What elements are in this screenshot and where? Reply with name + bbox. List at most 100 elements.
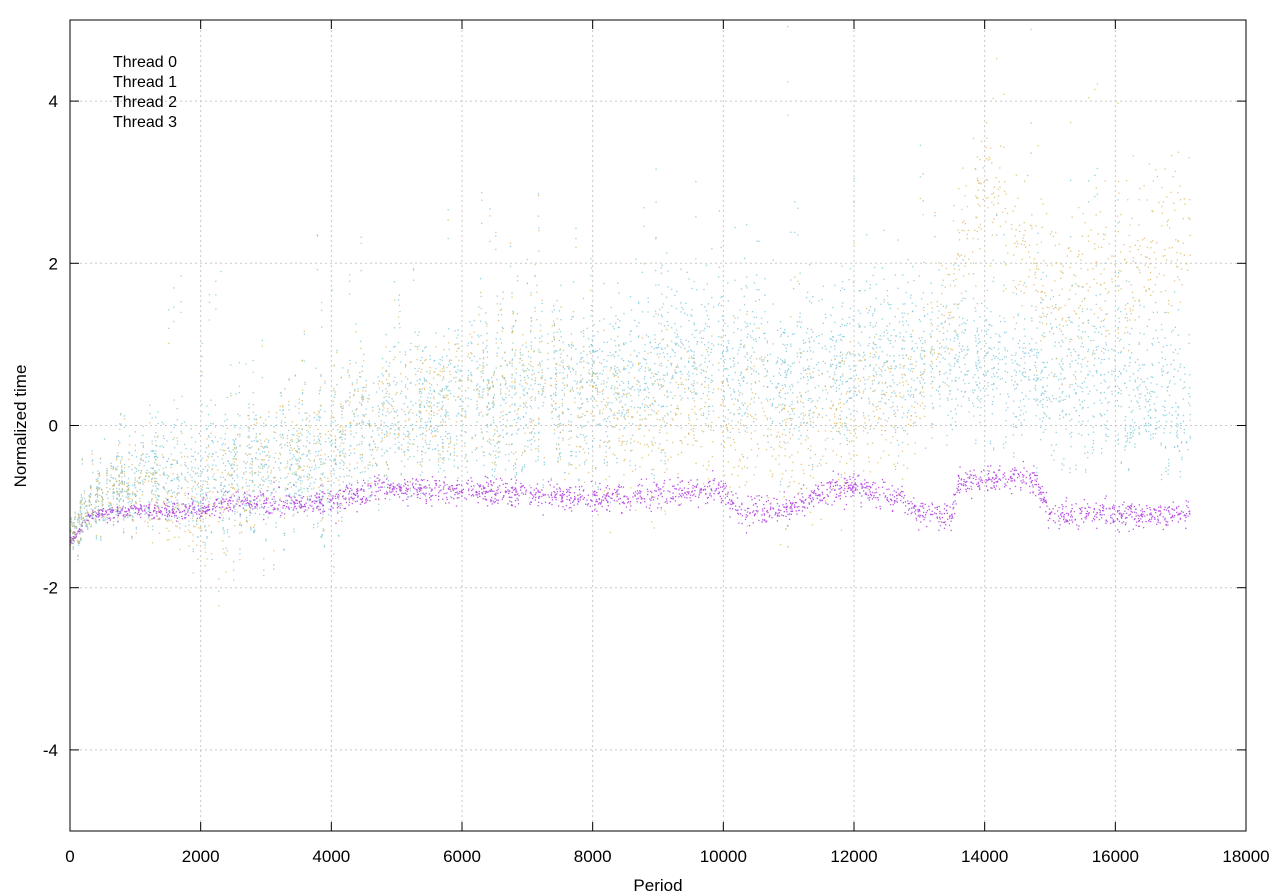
data-point [1002, 473, 1004, 476]
data-point [288, 507, 290, 509]
data-point [972, 477, 974, 479]
data-point [843, 335, 845, 338]
data-point [493, 470, 496, 473]
data-point [168, 510, 170, 512]
data-point [77, 541, 79, 543]
data-point [377, 483, 379, 485]
data-point [389, 487, 391, 489]
data-point [662, 385, 665, 387]
data-point [655, 168, 657, 170]
data-point [342, 468, 344, 470]
data-point [522, 402, 525, 404]
data-point [475, 384, 478, 387]
data-point [987, 382, 989, 384]
data-point [167, 505, 169, 507]
data-point [737, 328, 739, 330]
data-point [85, 524, 87, 526]
data-point [353, 497, 355, 499]
data-point [1125, 370, 1128, 372]
data-point [720, 501, 722, 504]
data-point [557, 457, 559, 459]
data-point [454, 488, 456, 490]
data-point [550, 492, 553, 494]
data-point [134, 512, 137, 514]
data-point [444, 415, 447, 417]
data-point [964, 484, 967, 486]
data-point [1149, 518, 1151, 521]
data-point [678, 493, 681, 495]
data-point [1076, 524, 1078, 526]
data-point [345, 501, 347, 504]
data-point [725, 485, 727, 487]
data-point [295, 458, 297, 460]
data-point [323, 546, 326, 548]
data-point [465, 498, 468, 500]
data-point [269, 512, 271, 514]
data-point [499, 485, 501, 487]
data-point [1189, 512, 1191, 515]
data-point [972, 376, 974, 379]
data-point [710, 348, 713, 350]
data-point [905, 291, 907, 294]
data-point [248, 502, 250, 505]
data-point [981, 481, 984, 484]
data-point [707, 387, 710, 389]
data-point [218, 590, 220, 592]
data-point [957, 486, 960, 488]
data-point [341, 410, 343, 412]
data-point [374, 423, 376, 425]
data-point [1081, 518, 1083, 520]
data-point [889, 323, 891, 325]
data-point [405, 397, 407, 399]
data-point [695, 486, 697, 488]
data-point [1085, 515, 1088, 517]
data-point [1058, 307, 1060, 309]
data-point [982, 373, 984, 375]
data-point [1145, 424, 1147, 427]
data-point [808, 496, 810, 499]
data-point [768, 516, 770, 518]
data-point [176, 407, 178, 410]
data-point [113, 517, 115, 519]
data-point [316, 506, 318, 508]
data-point [188, 507, 190, 510]
data-point [335, 446, 337, 448]
data-point [423, 493, 425, 495]
data-point [485, 312, 487, 314]
data-point [332, 468, 334, 470]
data-point [860, 502, 862, 504]
data-point [233, 440, 235, 442]
data-point [536, 284, 538, 286]
data-point [792, 287, 795, 290]
data-point [696, 289, 698, 291]
data-point [1187, 515, 1189, 517]
data-point [1136, 387, 1138, 389]
data-point [1167, 524, 1169, 526]
data-point [983, 357, 985, 359]
data-point [705, 493, 707, 495]
data-point [907, 259, 909, 261]
data-point [861, 486, 863, 488]
data-point [280, 514, 282, 517]
data-point [166, 491, 168, 493]
data-point [954, 513, 956, 515]
data-point [517, 417, 519, 420]
data-point [877, 405, 879, 407]
data-point [698, 494, 700, 496]
data-point [975, 310, 977, 312]
data-point [133, 504, 135, 506]
data-point [784, 506, 786, 508]
data-point [813, 340, 815, 342]
data-point [436, 406, 438, 408]
data-point [1177, 513, 1179, 515]
data-point [666, 320, 669, 323]
data-point [489, 386, 491, 388]
data-point [344, 438, 346, 440]
data-point [1168, 465, 1170, 467]
data-point [212, 423, 214, 425]
data-point [598, 498, 601, 501]
data-point [493, 404, 495, 406]
data-point [1169, 432, 1171, 434]
data-point [847, 487, 850, 490]
data-point [490, 490, 492, 492]
